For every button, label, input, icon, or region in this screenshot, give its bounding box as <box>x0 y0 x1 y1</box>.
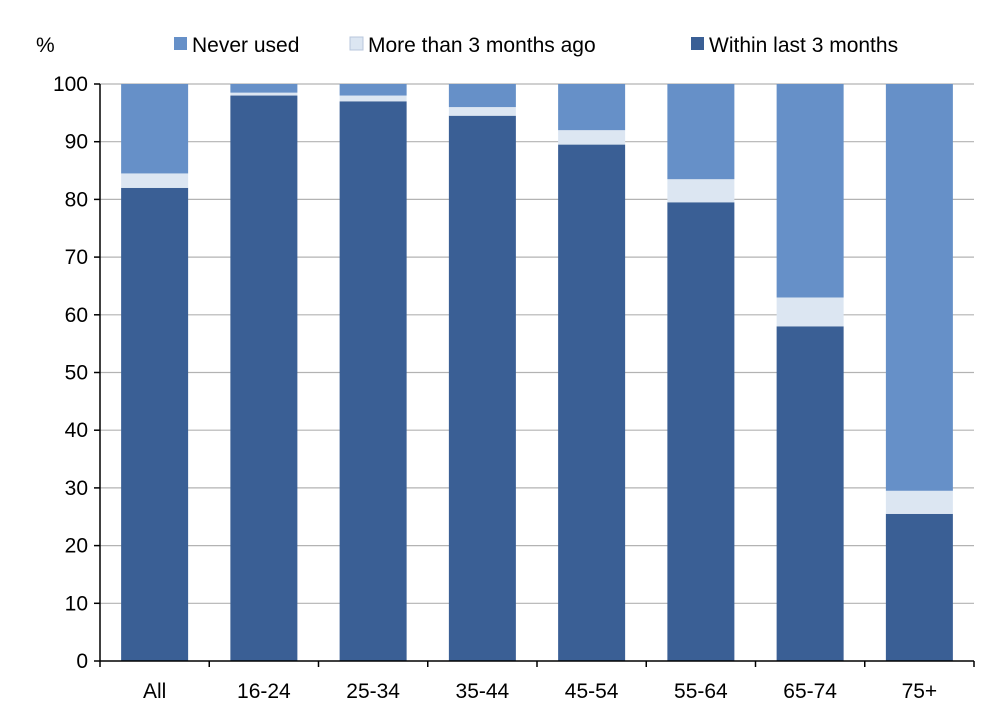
y-tick-label: 100 <box>53 73 88 96</box>
bar-segment <box>230 95 298 662</box>
y-tick-label: 80 <box>65 188 88 211</box>
y-tick-label: 50 <box>65 362 88 385</box>
x-tick-label: 55-64 <box>674 680 728 703</box>
legend: Never used More than 3 months ago Within l… <box>174 34 898 57</box>
bar-segment <box>776 326 844 661</box>
x-tick-label: 35-44 <box>456 680 510 703</box>
axes: 0 10 20 30 40 50 60 70 80 90 100 All 16-24 25-34 35-44… <box>53 73 975 703</box>
x-tick-label: 45-54 <box>565 680 619 703</box>
legend-swatch <box>174 37 187 50</box>
bar-segment <box>885 490 953 514</box>
bar-segment <box>776 297 844 327</box>
bar-segment <box>667 202 735 661</box>
bar-segment <box>667 84 735 180</box>
y-tick-label: 70 <box>65 246 88 269</box>
bar-segment <box>558 130 626 145</box>
legend-swatch <box>691 37 704 50</box>
bar-segment <box>885 84 953 491</box>
y-tick-label: 60 <box>65 304 88 327</box>
y-tick-label: 20 <box>65 535 88 558</box>
y-tick-label: 30 <box>65 477 88 500</box>
bar-segment <box>230 92 298 96</box>
legend-swatch <box>349 36 364 51</box>
y-tick-label: 40 <box>65 419 88 442</box>
y-tick-label: 90 <box>65 131 88 154</box>
bar-segment <box>339 84 407 96</box>
y-tick-label: 10 <box>65 592 88 615</box>
y-tick-label: 0 <box>76 650 88 673</box>
bar-segment <box>885 513 953 661</box>
bar-segment <box>558 84 626 131</box>
bar-segment <box>448 115 516 662</box>
bar-segment <box>448 84 516 108</box>
x-tick-label: 65-74 <box>783 680 837 703</box>
x-tick-label: 16-24 <box>237 680 291 703</box>
y-unit-label: % <box>36 34 55 57</box>
bar-segment <box>121 173 189 188</box>
legend-label: More than 3 months ago <box>368 34 596 57</box>
bar-segment <box>339 101 407 661</box>
bars <box>121 84 953 662</box>
legend-label: Never used <box>192 34 299 57</box>
bar-segment <box>776 84 844 298</box>
bar-segment <box>667 179 735 203</box>
legend-label: Within last 3 months <box>709 34 898 57</box>
bar-segment <box>339 95 407 102</box>
x-tick-label: 25-34 <box>346 680 400 703</box>
x-tick-label: All <box>143 680 166 703</box>
bar-segment <box>121 187 189 662</box>
bar-segment <box>230 84 298 93</box>
bar-segment <box>448 107 516 116</box>
bar-segment <box>558 144 626 661</box>
bar-segment <box>121 84 189 174</box>
x-tick-label: 75+ <box>902 680 938 703</box>
